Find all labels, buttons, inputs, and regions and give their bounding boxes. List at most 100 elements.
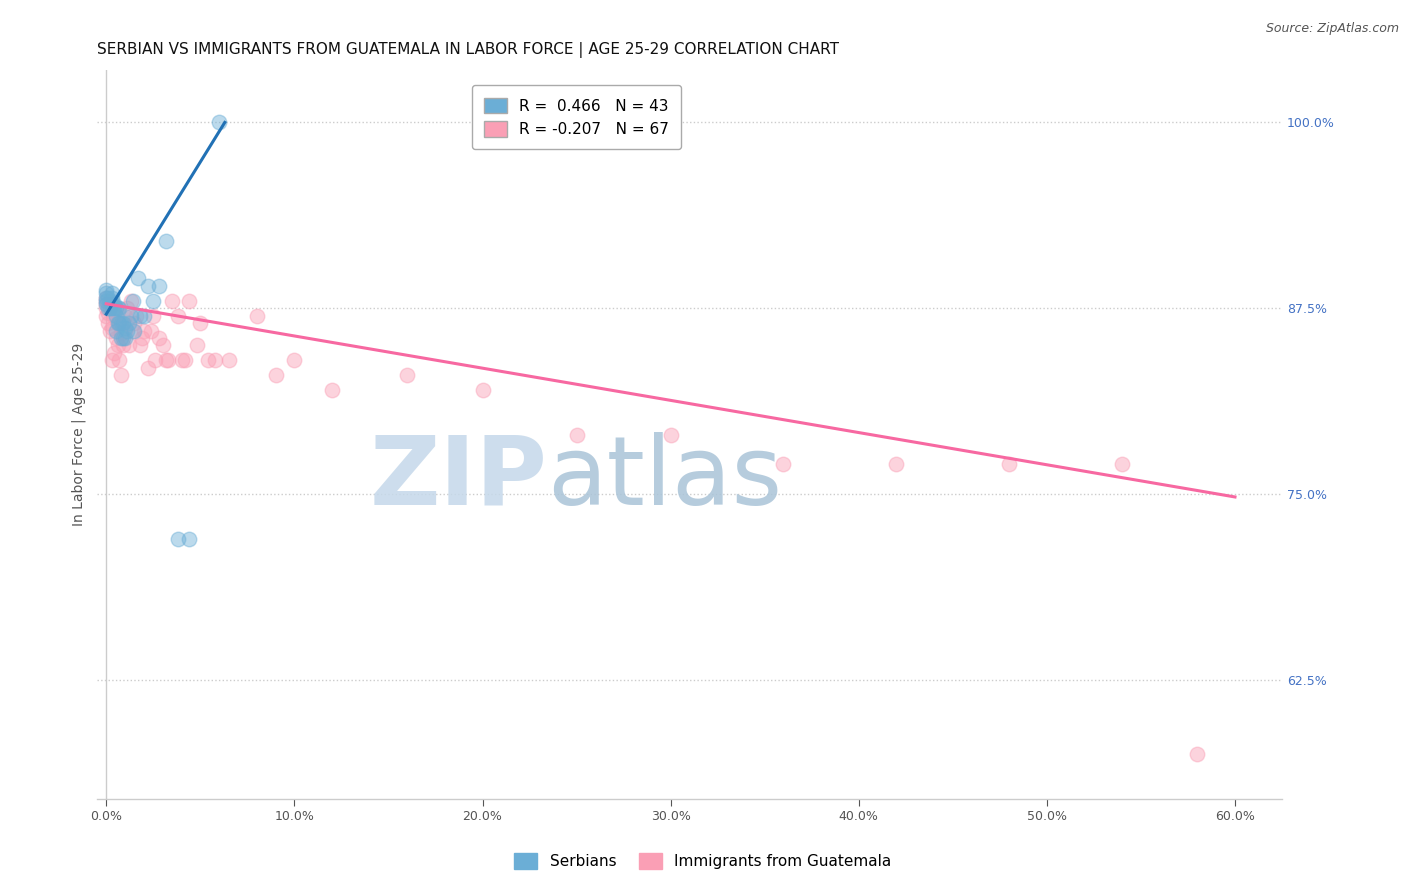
Point: [114, 309, 136, 323]
Point: [101, 301, 124, 316]
Point: [108, 316, 131, 330]
Legend: Serbians, Immigrants from Guatemala: Serbians, Immigrants from Guatemala: [509, 847, 897, 875]
Point: [98, 301, 121, 316]
Point: [188, 316, 211, 330]
Point: [97, 297, 120, 311]
Point: [96, 286, 118, 301]
Point: [659, 427, 682, 442]
Text: ZIP: ZIP: [370, 432, 547, 524]
Point: [107, 316, 129, 330]
Point: [772, 457, 794, 471]
Y-axis label: In Labor Force | Age 25-29: In Labor Force | Age 25-29: [72, 343, 86, 526]
Point: [96, 284, 118, 298]
Point: [103, 301, 125, 316]
Point: [96, 293, 118, 308]
Point: [108, 316, 131, 330]
Point: [246, 309, 269, 323]
Point: [118, 316, 141, 330]
Point: [98, 301, 121, 316]
Point: [104, 331, 127, 345]
Point: [120, 293, 142, 308]
Point: [124, 324, 146, 338]
Point: [98, 324, 121, 338]
Point: [96, 291, 118, 305]
Point: [565, 427, 588, 442]
Point: [155, 353, 177, 368]
Point: [166, 532, 188, 546]
Point: [141, 324, 163, 338]
Point: [157, 353, 180, 368]
Point: [97, 306, 120, 320]
Point: [103, 309, 125, 323]
Point: [124, 316, 146, 330]
Point: [132, 309, 155, 323]
Point: [107, 316, 129, 330]
Point: [97, 301, 120, 316]
Point: [160, 293, 183, 308]
Point: [112, 338, 135, 352]
Point: [118, 338, 141, 352]
Point: [121, 293, 143, 308]
Point: [166, 309, 188, 323]
Point: [204, 353, 226, 368]
Point: [96, 291, 118, 305]
Point: [125, 309, 148, 323]
Point: [127, 271, 149, 285]
Point: [101, 297, 124, 311]
Point: [108, 301, 131, 316]
Point: [97, 291, 120, 305]
Point: [112, 316, 135, 330]
Point: [103, 297, 125, 311]
Point: [155, 235, 177, 249]
Point: [101, 286, 124, 301]
Point: [143, 353, 166, 368]
Point: [136, 279, 159, 293]
Text: SERBIAN VS IMMIGRANTS FROM GUATEMALA IN LABOR FORCE | AGE 25-29 CORRELATION CHAR: SERBIAN VS IMMIGRANTS FROM GUATEMALA IN …: [97, 42, 839, 58]
Point: [104, 324, 127, 338]
Point: [110, 326, 132, 341]
Point: [1111, 457, 1133, 471]
Point: [110, 368, 132, 383]
Point: [103, 346, 125, 360]
Point: [142, 293, 165, 308]
Point: [121, 324, 143, 338]
Point: [101, 320, 124, 334]
Point: [96, 309, 118, 323]
Point: [104, 301, 127, 316]
Point: [120, 309, 142, 323]
Point: [131, 331, 153, 345]
Point: [321, 383, 343, 397]
Point: [174, 353, 197, 368]
Point: [115, 301, 138, 316]
Point: [148, 279, 170, 293]
Text: Source: ZipAtlas.com: Source: ZipAtlas.com: [1265, 22, 1399, 36]
Point: [1187, 747, 1209, 761]
Point: [110, 316, 132, 330]
Point: [186, 338, 208, 352]
Point: [112, 331, 135, 345]
Point: [886, 457, 908, 471]
Point: [283, 353, 305, 368]
Point: [97, 316, 120, 330]
Point: [107, 301, 129, 316]
Point: [107, 338, 129, 352]
Point: [104, 309, 127, 323]
Point: [264, 368, 287, 383]
Point: [177, 532, 200, 546]
Point: [98, 293, 121, 308]
Point: [96, 297, 118, 311]
Point: [114, 331, 136, 345]
Point: [96, 301, 118, 316]
Point: [177, 293, 200, 308]
Legend: R =  0.466   N = 43, R = -0.207   N = 67: R = 0.466 N = 43, R = -0.207 N = 67: [472, 86, 682, 149]
Point: [96, 297, 118, 311]
Point: [148, 331, 170, 345]
Point: [112, 316, 135, 330]
Point: [218, 353, 240, 368]
Point: [104, 301, 127, 316]
Point: [129, 338, 152, 352]
Text: atlas: atlas: [547, 432, 782, 524]
Point: [208, 115, 231, 129]
Point: [152, 338, 174, 352]
Point: [101, 353, 124, 368]
